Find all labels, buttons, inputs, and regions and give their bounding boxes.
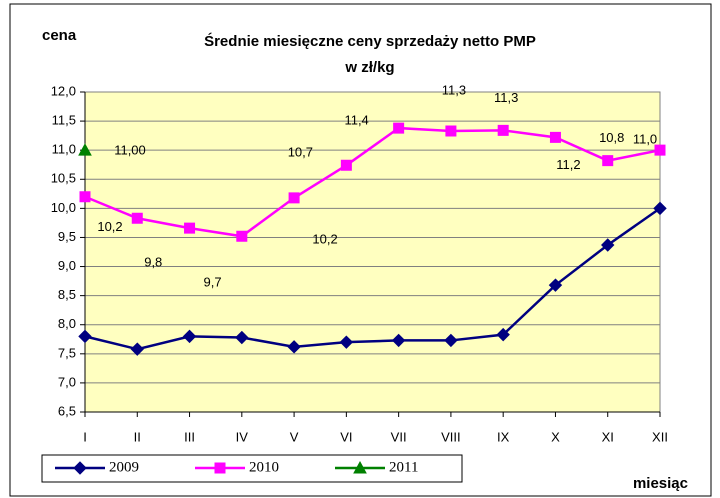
data-point: [393, 122, 405, 134]
y-tick-label: 10,0: [51, 200, 76, 215]
data-point: [131, 212, 143, 224]
x-tick-label: I: [83, 429, 87, 444]
data-label: 11,00: [114, 143, 146, 158]
data-point: [236, 230, 248, 242]
y-tick-label: 10,5: [51, 171, 76, 186]
data-point: [287, 340, 301, 354]
legend-marker: [353, 460, 367, 474]
data-label: 10,2: [312, 231, 337, 246]
y-axis-label: cena: [42, 27, 77, 44]
data-label: 11,2: [556, 157, 580, 172]
y-tick-label: 7,0: [58, 374, 76, 389]
data-point: [602, 155, 614, 167]
data-label: 9,8: [144, 255, 162, 270]
x-tick-label: VI: [340, 429, 352, 444]
data-point: [444, 333, 458, 348]
chart-subtitle: w zł/kg: [344, 59, 394, 76]
data-point: [182, 329, 197, 344]
x-tick-label: III: [184, 429, 195, 444]
data-point: [445, 125, 457, 137]
data-point: [653, 201, 667, 216]
data-label: 11,3: [494, 90, 518, 105]
y-tick-label: 9,5: [58, 229, 76, 244]
y-tick-label: 6,5: [58, 403, 76, 418]
x-tick-label: XI: [602, 429, 614, 444]
y-tick-label: 11,0: [52, 142, 76, 157]
data-point: [79, 191, 91, 203]
y-tick-label: 9,0: [58, 258, 76, 273]
x-tick-label: VII: [391, 429, 407, 444]
legend-label: 2011: [389, 459, 418, 475]
y-tick-label: 8,5: [58, 287, 76, 302]
x-tick-label: XII: [652, 429, 668, 444]
x-axis-label: miesiąc: [633, 475, 688, 492]
data-point: [184, 222, 196, 234]
data-point: [391, 333, 406, 348]
x-tick-label: IX: [497, 429, 510, 444]
chart-title: Średnie miesięczne ceny sprzedaży netto …: [204, 32, 536, 50]
series-line: [84, 126, 661, 238]
data-point: [340, 159, 352, 171]
data-label: 9,7: [204, 275, 222, 290]
y-tick-label: 11,5: [52, 113, 76, 128]
x-tick-label: V: [290, 429, 299, 444]
x-tick-label: II: [134, 429, 141, 444]
data-label: 10,8: [599, 130, 624, 145]
x-tick-label: VIII: [441, 429, 461, 444]
data-point: [549, 131, 561, 143]
legend-marker: [214, 462, 226, 474]
data-point: [130, 342, 144, 356]
legend-label: 2010: [249, 459, 279, 475]
data-point: [339, 335, 354, 349]
data-label: 11,3: [442, 82, 466, 97]
x-tick-label: IV: [236, 429, 249, 444]
data-label: 10,2: [97, 219, 122, 234]
data-point: [548, 278, 563, 292]
series-line: [84, 207, 661, 351]
data-point: [654, 144, 666, 156]
data-point: [288, 192, 300, 204]
data-label: 11,4: [344, 113, 368, 128]
x-tick-label: X: [551, 429, 560, 444]
plot-area: [84, 91, 661, 413]
data-point: [601, 238, 615, 252]
data-point: [496, 327, 510, 342]
y-tick-label: 8,0: [58, 316, 76, 331]
data-point: [78, 329, 92, 344]
data-point: [78, 143, 92, 156]
legend: [41, 454, 463, 483]
data-label: 10,7: [288, 145, 313, 160]
y-tick-label: 12,0: [51, 83, 76, 98]
data-point: [497, 124, 509, 136]
data-label: 11,0: [633, 132, 657, 147]
y-tick-label: 7,5: [58, 345, 76, 360]
legend-marker: [73, 461, 87, 475]
legend-label: 2009: [109, 459, 139, 475]
data-point: [235, 330, 249, 345]
